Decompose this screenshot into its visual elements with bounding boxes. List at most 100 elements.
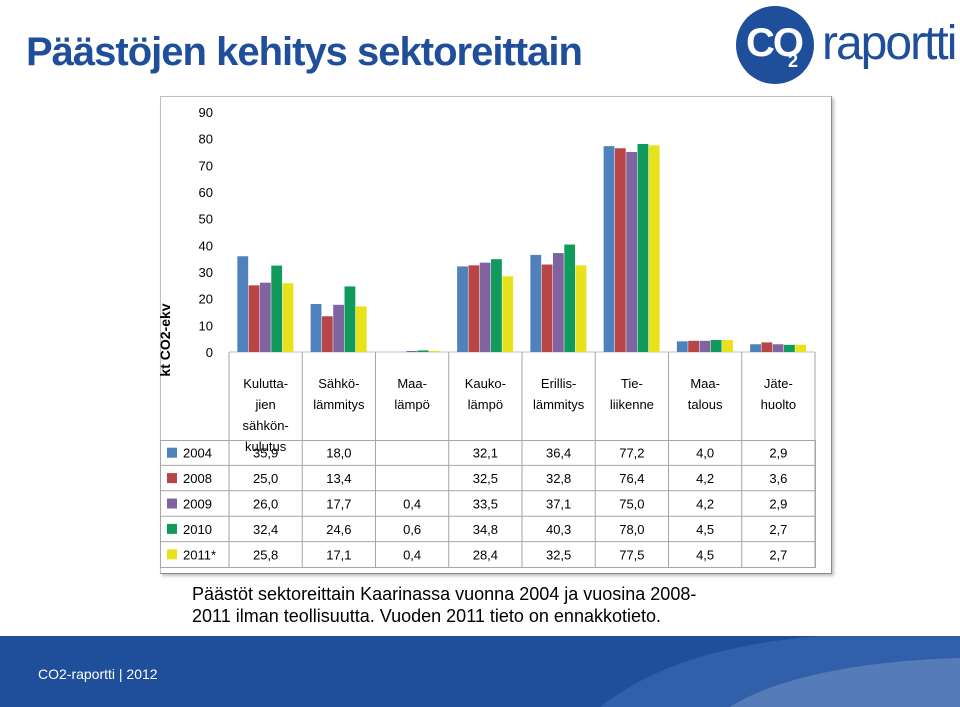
y-tick-label: 80 <box>199 132 213 147</box>
bar <box>772 344 784 352</box>
category-label: lämpö <box>468 397 503 412</box>
category-label: kulutus <box>245 439 287 454</box>
category-label: Kauko- <box>465 376 506 391</box>
table-cell-value: 25,8 <box>253 547 278 562</box>
table-cell-value: 25,0 <box>253 471 278 486</box>
bar <box>344 286 356 352</box>
logo-wordmark: raportti <box>822 17 957 70</box>
bar <box>552 253 564 352</box>
y-tick-label: 50 <box>199 212 213 227</box>
legend-swatch <box>167 447 177 458</box>
bar <box>784 344 795 352</box>
table-cell-value: 0,6 <box>403 522 421 537</box>
bar <box>333 304 345 352</box>
category-label: Sähkö- <box>318 376 359 391</box>
y-tick-label: 30 <box>199 265 213 280</box>
bar <box>541 264 553 352</box>
legend-label: 2009 <box>183 497 212 512</box>
bar <box>795 344 807 352</box>
bar <box>491 259 502 352</box>
bar <box>761 342 773 352</box>
bar <box>750 344 761 352</box>
bar <box>271 265 283 352</box>
bar <box>355 306 367 352</box>
table-cell-value: 77,5 <box>619 547 644 562</box>
bar <box>626 152 638 352</box>
table-cell-value: 0,4 <box>403 497 421 512</box>
bar <box>575 265 587 352</box>
logo-circle <box>736 6 814 84</box>
table-cell-value: 32,8 <box>546 471 571 486</box>
table-cell-value: 75,0 <box>619 497 644 512</box>
table-cell-value: 17,1 <box>326 547 351 562</box>
legend-label: 2011* <box>183 547 216 562</box>
co2-raportti-logo: CO 2 raportti <box>734 4 960 86</box>
table-cell-value: 2,7 <box>769 547 787 562</box>
category-label: lämpö <box>394 397 429 412</box>
footer-bar: CO2-raportti | 2012 <box>0 636 960 707</box>
bar <box>648 145 660 352</box>
category-label: Jäte- <box>764 376 793 391</box>
table-cell-value: 32,5 <box>546 547 571 562</box>
category-label: sähkön- <box>243 418 289 433</box>
bar <box>259 282 271 352</box>
page-title: Päästöjen kehitys sektoreittain <box>26 30 583 74</box>
y-tick-label: 70 <box>199 158 213 173</box>
table-cell-value: 77,2 <box>619 446 644 461</box>
table-cell-value: 13,4 <box>326 471 351 486</box>
table-cell-value: 4,5 <box>696 547 714 562</box>
table-cell-value: 33,5 <box>473 497 498 512</box>
table-cell-value: 34,8 <box>473 522 498 537</box>
bar <box>468 265 480 352</box>
bar <box>710 340 722 352</box>
y-tick-label: 0 <box>206 345 213 360</box>
bar <box>417 350 429 352</box>
category-label: Maa- <box>397 376 427 391</box>
table-cell-value: 2,9 <box>769 446 787 461</box>
table-cell-value: 26,0 <box>253 497 278 512</box>
table-cell-value: 4,2 <box>696 471 714 486</box>
logo-co-text: CO <box>746 21 804 65</box>
bar <box>282 283 294 352</box>
table-cell-value: 28,4 <box>473 547 498 562</box>
bar <box>699 340 711 352</box>
legend-swatch <box>167 498 177 509</box>
category-label: huolto <box>761 397 796 412</box>
table-cell-value: 76,4 <box>619 471 644 486</box>
table-cell-value: 17,7 <box>326 497 351 512</box>
category-label: liikenne <box>610 397 654 412</box>
bar <box>457 266 468 352</box>
bar <box>722 340 733 352</box>
bar <box>479 262 491 352</box>
footer-text: CO2-raportti | 2012 <box>38 666 158 682</box>
category-label: Kulutta- <box>243 376 288 391</box>
y-tick-label: 90 <box>199 105 213 120</box>
table-cell-value: 24,6 <box>326 522 351 537</box>
bar <box>429 350 440 352</box>
table-cell-value: 2,7 <box>769 522 787 537</box>
caption-line-2: 2011 ilman teollisuutta. Vuoden 2011 tie… <box>192 606 662 626</box>
bar <box>603 146 615 352</box>
category-label: Erillis- <box>541 376 576 391</box>
legend-label: 2004 <box>183 446 212 461</box>
legend-label: 2010 <box>183 522 212 537</box>
table-cell-value: 32,5 <box>473 471 498 486</box>
bar <box>502 276 514 352</box>
table-cell-value: 32,1 <box>473 446 498 461</box>
category-label: Maa- <box>690 376 720 391</box>
bar <box>614 148 626 352</box>
table-cell-value: 4,0 <box>696 446 714 461</box>
category-label: jien <box>255 397 276 412</box>
table-cell-value: 2,9 <box>769 497 787 512</box>
bar <box>530 254 542 352</box>
legend-label: 2008 <box>183 471 212 486</box>
legend-swatch <box>167 549 177 560</box>
bar <box>248 285 260 352</box>
bar <box>406 350 418 352</box>
table-cell-value: 3,6 <box>769 471 787 486</box>
footer-decoration <box>600 636 960 707</box>
table-cell-value: 4,5 <box>696 522 714 537</box>
table-cell-value: 4,2 <box>696 497 714 512</box>
y-tick-label: 40 <box>199 238 213 253</box>
